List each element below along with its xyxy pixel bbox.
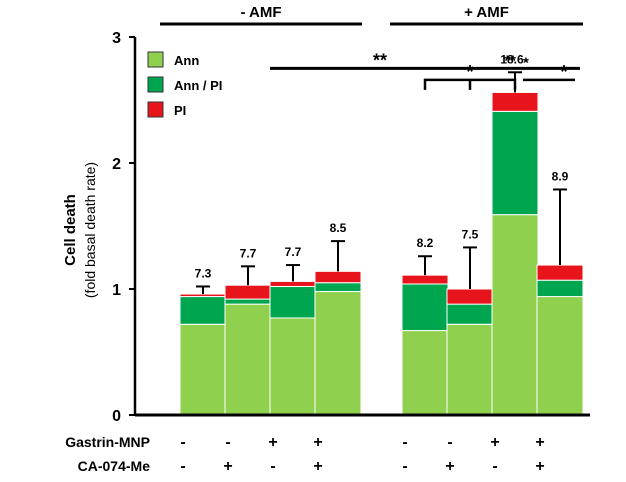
condition-value: - (447, 434, 452, 451)
bar-segment-annpi (446, 303, 494, 325)
bar-segment-pi (224, 284, 272, 300)
condition-value: + (268, 434, 277, 451)
bar-segment-pi (536, 264, 584, 281)
bar-segment-pi (314, 270, 362, 284)
condition-value: - (270, 458, 275, 475)
data-label: 8.5 (330, 221, 347, 235)
legend-swatch (147, 101, 164, 118)
condition-value: - (180, 458, 185, 475)
bar-segment-annpi (269, 285, 317, 319)
data-label: 7.7 (285, 245, 302, 259)
data-label: 18.6 (500, 52, 524, 66)
bar-segment-ann (491, 214, 539, 416)
bar-segment-ann (314, 291, 362, 416)
legend-label: Ann (174, 53, 199, 68)
bar-segment-ann (269, 317, 317, 416)
y-tick-label: 3 (112, 30, 121, 47)
significance-label: * (560, 62, 567, 82)
condition-value: - (402, 458, 407, 475)
bar-segment-pi (179, 293, 227, 298)
bar-segment-ann (401, 330, 449, 416)
condition-value: + (223, 458, 232, 475)
condition-value: + (535, 458, 544, 475)
condition-value: + (490, 434, 499, 451)
condition-value: + (445, 458, 454, 475)
bar-segment-pi (401, 274, 449, 285)
legend-swatch (147, 76, 164, 93)
condition-name: Gastrin-MNP (65, 434, 150, 450)
condition-value: - (225, 434, 230, 451)
data-label: 8.2 (417, 236, 434, 250)
condition-name: CA-074-Me (78, 458, 151, 474)
group-label: + AMF (464, 4, 509, 21)
legend-swatch (147, 51, 164, 68)
y-tick-label: 2 (112, 156, 121, 173)
significance-label: * (466, 62, 473, 82)
bar-segment-pi (446, 288, 494, 305)
data-label: 7.3 (195, 266, 212, 280)
condition-value: + (313, 434, 322, 451)
significance-label: ** (373, 50, 387, 70)
bar-segment-annpi (179, 296, 227, 325)
bar-segment-annpi (224, 298, 272, 305)
group-label: - AMF (240, 4, 281, 21)
condition-value: + (535, 434, 544, 451)
data-label: 7.5 (462, 227, 479, 241)
bar-segment-pi (491, 91, 539, 112)
y-tick-label: 1 (112, 282, 121, 299)
condition-value: - (492, 458, 497, 475)
condition-value: + (313, 458, 322, 475)
condition-value: - (402, 434, 407, 451)
bar-segment-annpi (536, 279, 584, 298)
condition-value: - (180, 434, 185, 451)
bar-segment-ann (179, 323, 227, 416)
bar-segment-annpi (314, 282, 362, 293)
data-label: 8.9 (552, 169, 569, 183)
data-label: 7.7 (240, 246, 257, 260)
legend-label: Ann / PI (174, 78, 222, 93)
bar-segment-pi (269, 280, 317, 287)
significance-label: ** (504, 53, 516, 70)
significance-bracket (423, 78, 517, 90)
bar-segment-annpi (401, 283, 449, 332)
bar-segment-ann (224, 303, 272, 416)
legend-label: PI (174, 103, 186, 118)
bar-segment-ann (536, 296, 584, 416)
y-axis-label-line2: (fold basal death rate) (82, 162, 98, 298)
bar-segment-annpi (491, 110, 539, 216)
bar-segment-ann (446, 323, 494, 416)
y-axis-label-line1: Cell death (62, 194, 79, 266)
y-tick-label: 0 (112, 408, 121, 425)
significance-label: * (523, 55, 529, 72)
